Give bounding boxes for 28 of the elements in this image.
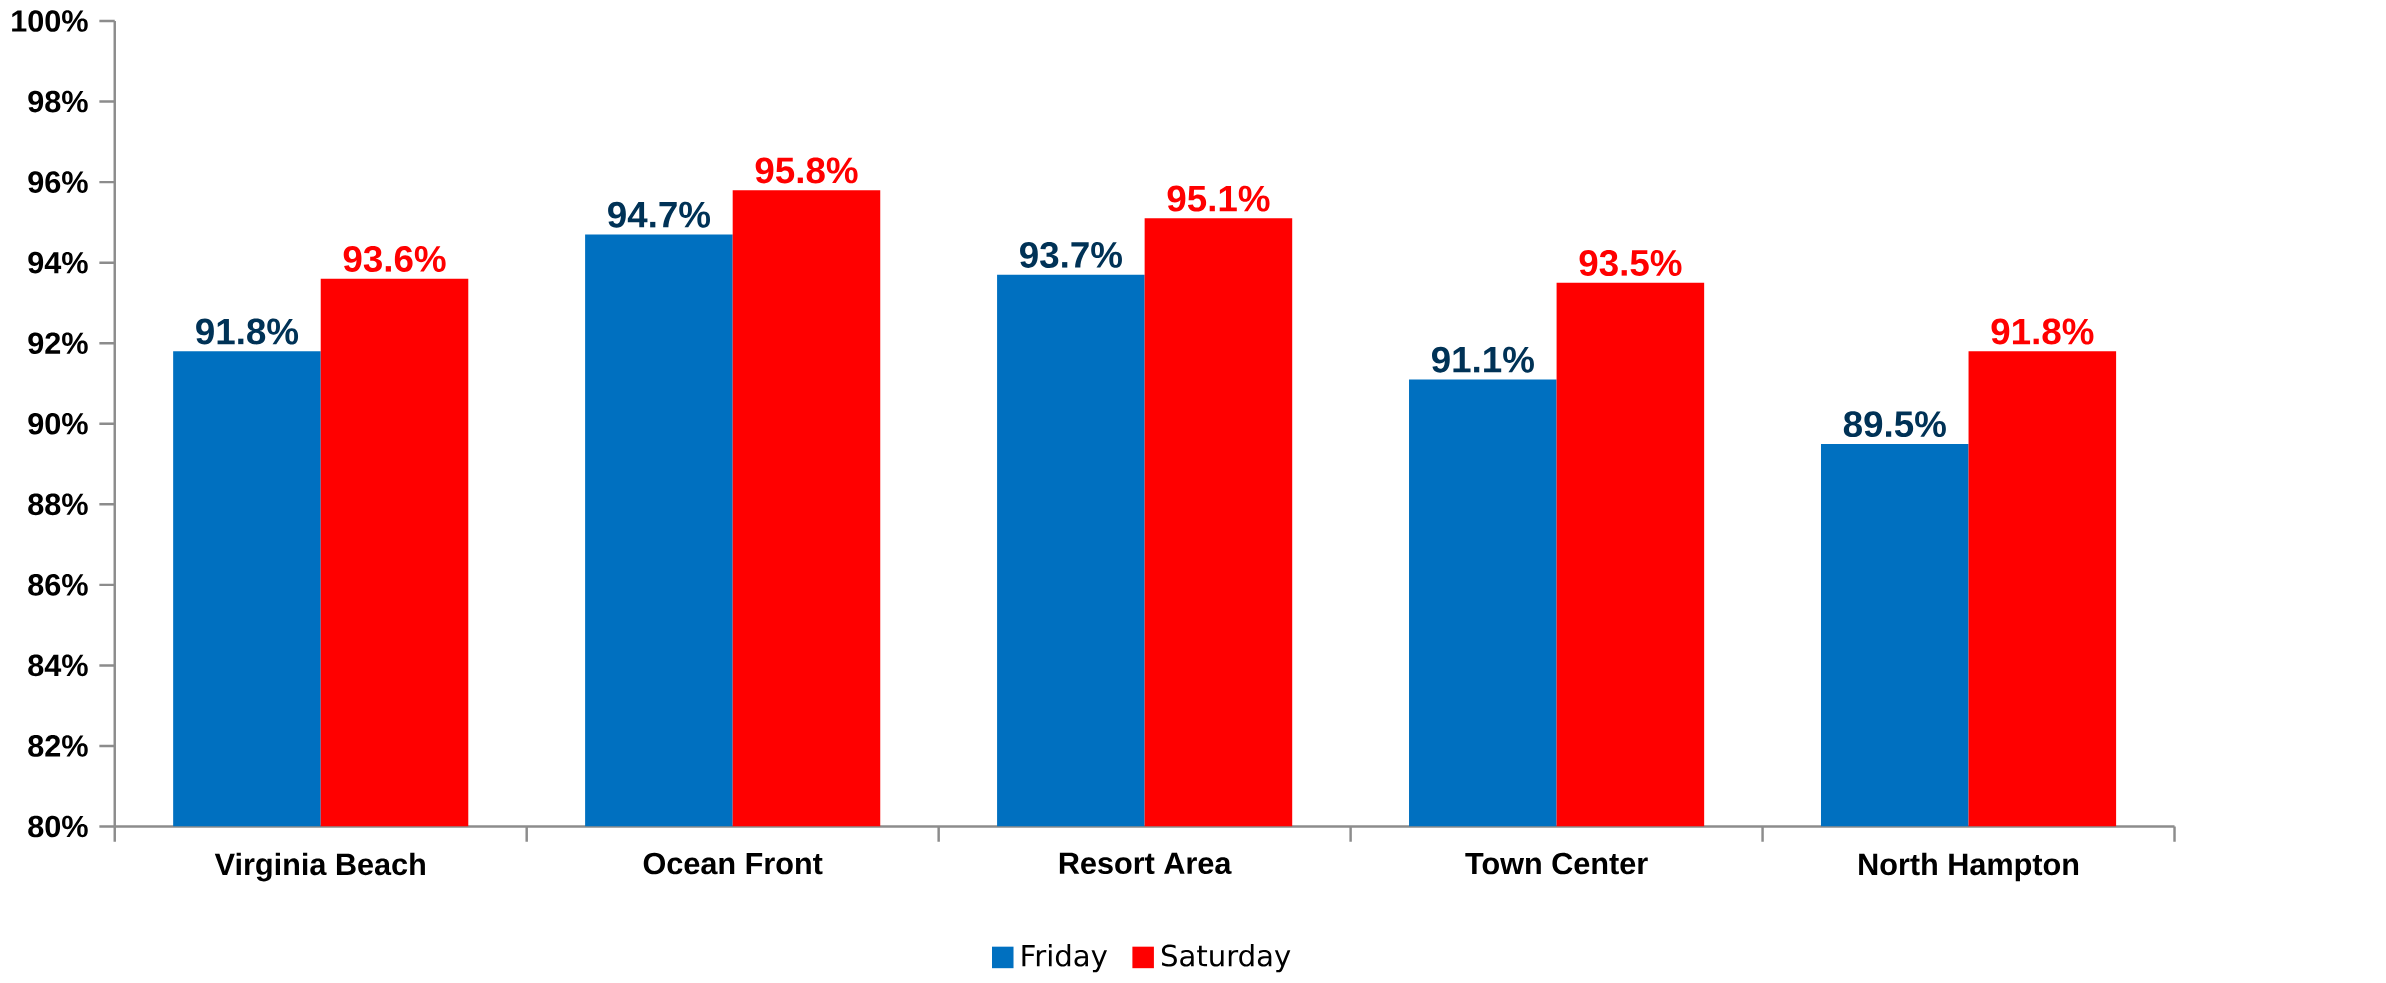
y-tick-label: 90% (28, 412, 88, 435)
y-tick-label: 98% (28, 90, 88, 113)
data-label: 93.7% (1020, 241, 1122, 268)
data-label: 95.8% (755, 157, 858, 184)
legend-label: Saturday (1161, 944, 1291, 973)
data-label: 93.6% (343, 245, 446, 273)
y-tick-label: 86% (28, 574, 88, 596)
data-label: 94.7% (608, 201, 711, 228)
y-tick-label: 88% (28, 493, 88, 516)
data-label: 91.1% (1432, 346, 1534, 373)
x-tick-label: Ocean Front (643, 852, 823, 875)
x-tick-label: North Hampton (1859, 852, 2079, 882)
data-label: 95.1% (1167, 185, 1270, 212)
data-label: 89.5% (1843, 411, 1946, 438)
y-tick-label: 92% (28, 332, 88, 355)
y-tick-label: 84% (28, 654, 88, 677)
data-label: 93.5% (1579, 249, 1682, 277)
y-tick-label: 96% (28, 171, 88, 193)
y-tick-label: 94% (28, 251, 88, 274)
x-tick-label: Resort Area (1059, 852, 1232, 875)
x-tick-label: Town Center (1465, 852, 1648, 875)
y-tick-label: 82% (28, 735, 88, 757)
x-tick-label: Virginia Beach (214, 852, 425, 882)
y-tick-label: 100% (12, 10, 88, 32)
legend-label: Friday (1022, 944, 1107, 973)
data-label: 91.8% (196, 318, 299, 345)
data-label: 91.8% (1991, 318, 2094, 345)
y-tick-label: 80% (28, 815, 88, 838)
